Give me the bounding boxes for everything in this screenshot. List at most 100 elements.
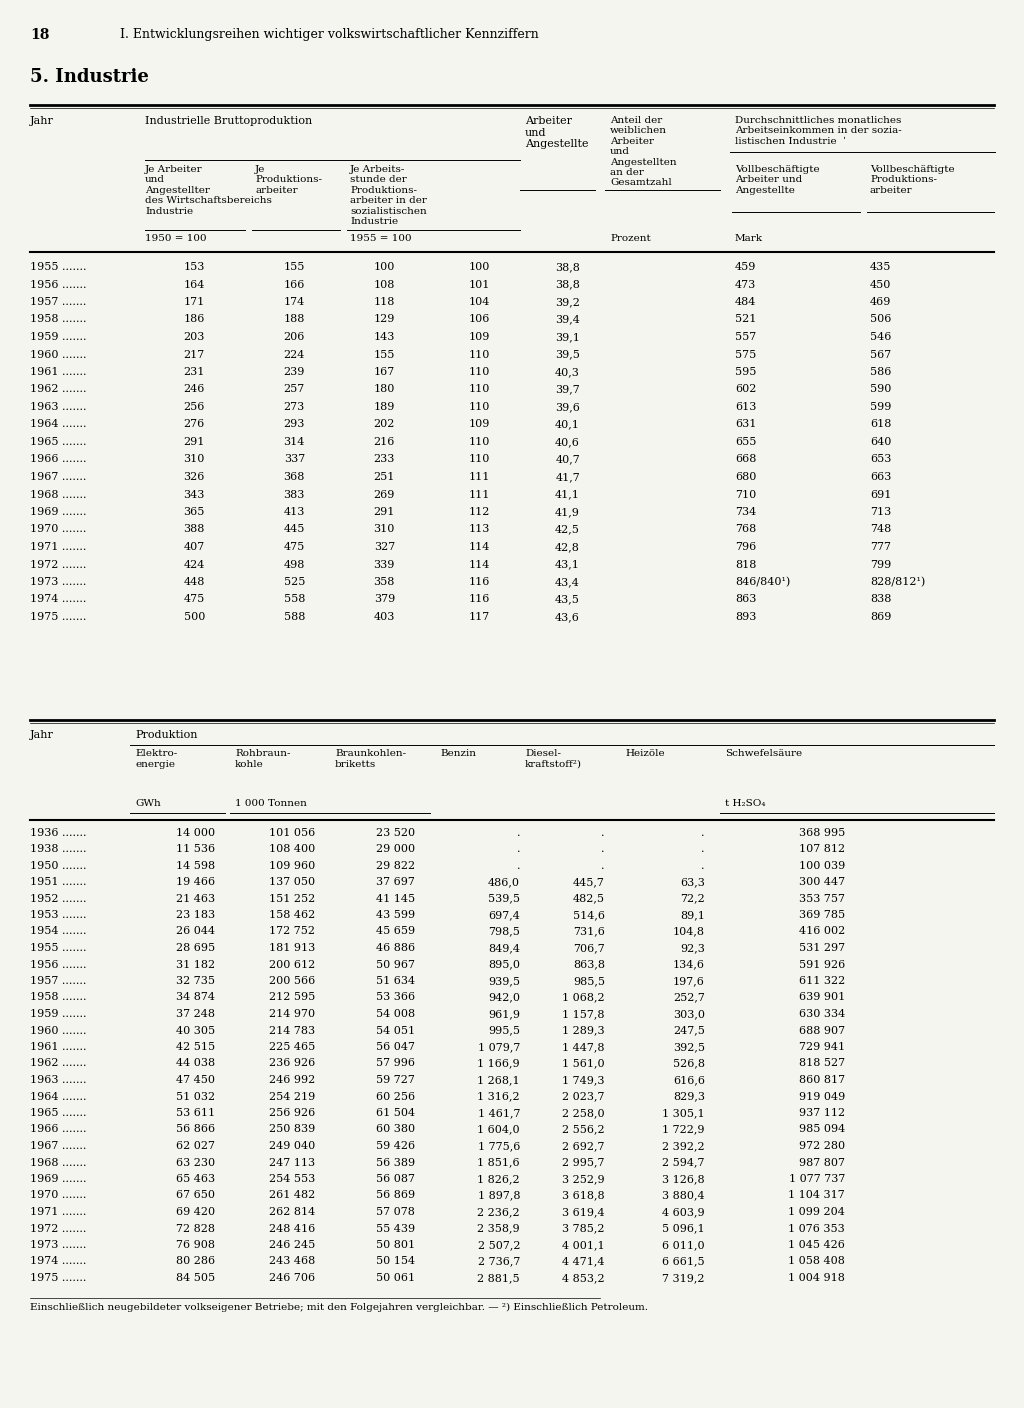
Text: 43,4: 43,4 (555, 577, 580, 587)
Text: 1 004 918: 1 004 918 (788, 1273, 845, 1283)
Text: 7 319,2: 7 319,2 (663, 1273, 705, 1283)
Text: Anteil der
weiblichen
Arbeiter
und
Angestellten
an der
Gesamtzahl: Anteil der weiblichen Arbeiter und Anges… (610, 115, 677, 187)
Text: 1 068,2: 1 068,2 (562, 993, 605, 1002)
Text: 23 183: 23 183 (176, 910, 215, 919)
Text: 56 087: 56 087 (376, 1174, 415, 1184)
Text: 729 941: 729 941 (799, 1042, 845, 1052)
Text: 100 039: 100 039 (799, 860, 845, 870)
Text: 1956 .......: 1956 ....... (30, 280, 86, 290)
Text: 116: 116 (469, 594, 490, 604)
Text: 41 145: 41 145 (376, 894, 415, 904)
Text: 110: 110 (469, 403, 490, 413)
Text: 1975 .......: 1975 ....... (30, 1273, 86, 1283)
Text: 961,9: 961,9 (488, 1010, 520, 1019)
Text: Elektro-
energie: Elektro- energie (135, 749, 177, 769)
Text: 2 556,2: 2 556,2 (562, 1125, 605, 1135)
Text: 1966 .......: 1966 ....... (30, 455, 86, 465)
Text: 818: 818 (735, 559, 757, 569)
Text: 43 599: 43 599 (376, 910, 415, 919)
Text: 214 970: 214 970 (269, 1010, 315, 1019)
Text: 369 785: 369 785 (799, 910, 845, 919)
Text: 42,8: 42,8 (555, 542, 580, 552)
Text: 3 619,4: 3 619,4 (562, 1207, 605, 1217)
Text: 293: 293 (284, 420, 305, 429)
Text: 1963 .......: 1963 ....... (30, 1074, 86, 1086)
Text: 257: 257 (284, 384, 305, 394)
Text: 256 926: 256 926 (268, 1108, 315, 1118)
Text: 50 801: 50 801 (376, 1240, 415, 1250)
Text: 388: 388 (183, 525, 205, 535)
Text: 114: 114 (469, 559, 490, 569)
Text: 109 960: 109 960 (268, 860, 315, 870)
Text: 134,6: 134,6 (673, 959, 705, 970)
Text: 41,9: 41,9 (555, 507, 580, 517)
Text: 310: 310 (374, 525, 395, 535)
Text: 153: 153 (183, 262, 205, 272)
Text: 846/840¹): 846/840¹) (735, 577, 791, 587)
Text: 40 305: 40 305 (176, 1025, 215, 1035)
Text: Jahr: Jahr (30, 115, 54, 125)
Text: 1970 .......: 1970 ....... (30, 1191, 86, 1201)
Text: 713: 713 (870, 507, 891, 517)
Text: 180: 180 (374, 384, 395, 394)
Text: 246: 246 (183, 384, 205, 394)
Text: 358: 358 (374, 577, 395, 587)
Text: 1958 .......: 1958 ....... (30, 993, 86, 1002)
Text: 1961 .......: 1961 ....... (30, 367, 86, 377)
Text: 104,8: 104,8 (673, 926, 705, 936)
Text: 53 611: 53 611 (176, 1108, 215, 1118)
Text: 47 450: 47 450 (176, 1074, 215, 1086)
Text: 1972 .......: 1972 ....... (30, 1224, 86, 1233)
Text: 546: 546 (870, 332, 891, 342)
Text: 777: 777 (870, 542, 891, 552)
Text: 104: 104 (469, 297, 490, 307)
Text: 117: 117 (469, 612, 490, 622)
Text: 21 463: 21 463 (176, 894, 215, 904)
Text: 1 561,0: 1 561,0 (562, 1059, 605, 1069)
Text: 32 735: 32 735 (176, 976, 215, 986)
Text: 46 886: 46 886 (376, 943, 415, 953)
Text: 2 023,7: 2 023,7 (562, 1091, 605, 1101)
Text: 599: 599 (870, 403, 891, 413)
Text: 2 881,5: 2 881,5 (477, 1273, 520, 1283)
Text: 379: 379 (374, 594, 395, 604)
Text: 869: 869 (870, 612, 891, 622)
Text: 254 219: 254 219 (268, 1091, 315, 1101)
Text: 482,5: 482,5 (573, 894, 605, 904)
Text: 186: 186 (183, 314, 205, 324)
Text: 39,6: 39,6 (555, 403, 580, 413)
Text: 602: 602 (735, 384, 757, 394)
Text: .: . (601, 860, 605, 870)
Text: 828/812¹): 828/812¹) (870, 577, 926, 587)
Text: Heizöle: Heizöle (625, 749, 665, 759)
Text: 43,1: 43,1 (555, 559, 580, 569)
Text: 939,5: 939,5 (488, 976, 520, 986)
Text: 403: 403 (374, 612, 395, 622)
Text: 697,4: 697,4 (488, 910, 520, 919)
Text: 57 078: 57 078 (376, 1207, 415, 1217)
Text: 365: 365 (183, 507, 205, 517)
Text: 42 515: 42 515 (176, 1042, 215, 1052)
Text: 1 851,6: 1 851,6 (477, 1157, 520, 1167)
Text: 310: 310 (183, 455, 205, 465)
Text: 276: 276 (183, 420, 205, 429)
Text: 1960 .......: 1960 ....... (30, 349, 86, 359)
Text: 1957 .......: 1957 ....... (30, 297, 86, 307)
Text: 1967 .......: 1967 ....... (30, 1140, 86, 1150)
Text: 1955 .......: 1955 ....... (30, 262, 86, 272)
Text: 1962 .......: 1962 ....... (30, 384, 86, 394)
Text: 172 752: 172 752 (269, 926, 315, 936)
Text: 1 722,9: 1 722,9 (663, 1125, 705, 1135)
Text: 67 650: 67 650 (176, 1191, 215, 1201)
Text: 80 286: 80 286 (176, 1256, 215, 1267)
Text: Benzin: Benzin (440, 749, 476, 759)
Text: 655: 655 (735, 436, 757, 446)
Text: 247,5: 247,5 (673, 1025, 705, 1035)
Text: Industrielle Bruttoproduktion: Industrielle Bruttoproduktion (145, 115, 312, 125)
Text: 525: 525 (284, 577, 305, 587)
Text: 291: 291 (374, 507, 395, 517)
Text: 143: 143 (374, 332, 395, 342)
Text: 111: 111 (469, 472, 490, 482)
Text: 2 736,7: 2 736,7 (477, 1256, 520, 1267)
Text: 691: 691 (870, 490, 891, 500)
